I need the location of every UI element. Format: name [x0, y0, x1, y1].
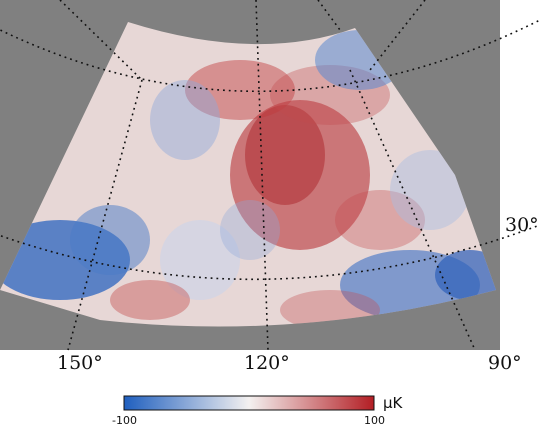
meridian-90 [349, 69, 476, 351]
lon-label-90: 90° [488, 352, 522, 374]
temperature-region [110, 280, 190, 320]
temperature-region [160, 220, 240, 300]
lon-label-150: 150° [57, 352, 103, 374]
temperature-region [245, 105, 325, 205]
temperature-region [390, 150, 470, 230]
temperature-region [335, 190, 425, 250]
lon-label-120: 120° [244, 352, 290, 374]
meridian-150 [59, 0, 143, 81]
lat-label-30: 30° [505, 214, 539, 236]
temperature-region [70, 205, 150, 275]
temperature-region [230, 100, 370, 250]
meridian-150-lower [67, 79, 143, 351]
colorbar-max-label: 100 [364, 414, 385, 427]
latitude-line-upper [0, 19, 540, 93]
temperature-region [185, 60, 295, 120]
temperature-region [150, 80, 220, 160]
meridian-120 [255, 0, 269, 351]
colorbar-unit: μK [383, 394, 403, 412]
meridian-135 [317, 0, 341, 31]
graticule [0, 0, 540, 351]
colorbar [123, 395, 375, 411]
colorbar-min-label: -100 [112, 414, 137, 427]
temperature-region [220, 200, 280, 260]
